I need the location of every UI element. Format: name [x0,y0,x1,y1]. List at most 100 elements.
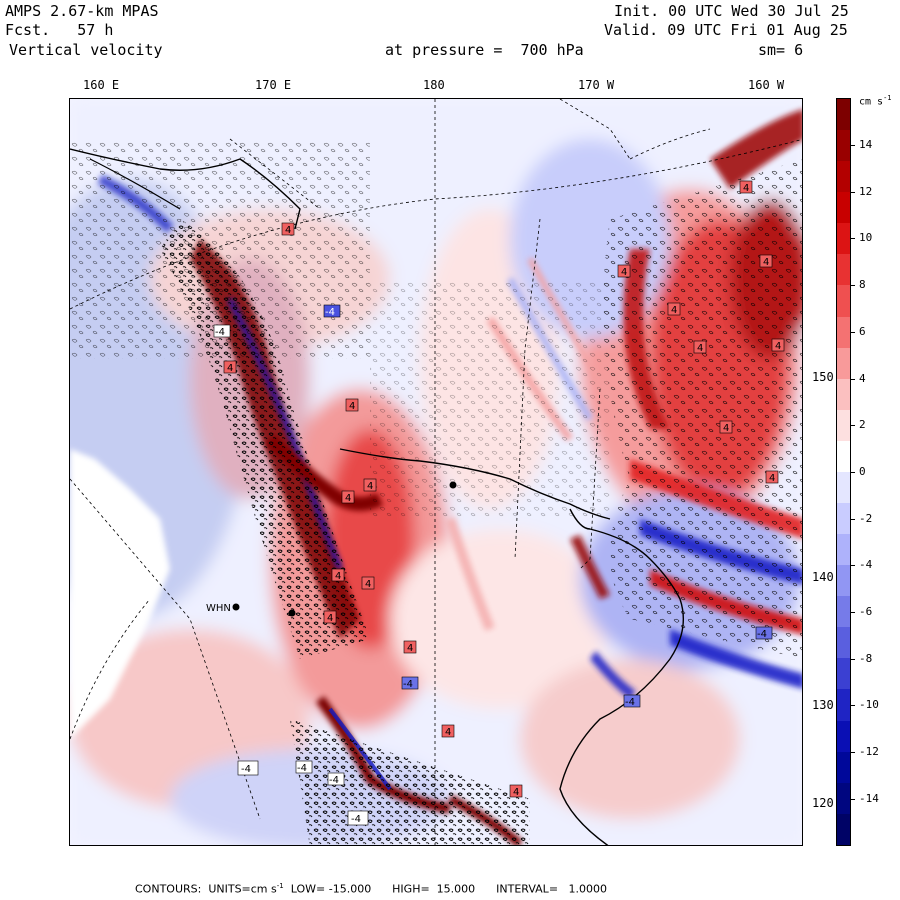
smoothing-value: sm= 6 [758,41,804,59]
colorbar-tick [850,565,855,567]
colorbar-segment [837,99,850,131]
contour-label-neg: -4 [295,760,313,774]
svg-text:4: 4 [227,363,233,374]
colorbar-segment [837,316,850,348]
colorbar-label: 12 [859,184,873,198]
colorbar-segment [837,534,850,566]
colorbar-segment [837,689,850,721]
colorbar [836,98,851,846]
contour-label-pos: 4 [363,478,377,492]
vertical-velocity-map: WHN 4 4 4 4 4 4 4 4 4 4 4 4 4 4 4 4 4 4 … [69,98,803,846]
svg-text:4: 4 [671,305,677,316]
colorbar-segment [837,596,850,628]
svg-text:4: 4 [621,267,627,278]
no-data-region [70,449,170,739]
colorbar-label: -4 [859,558,873,572]
svg-text:4: 4 [769,473,775,484]
colorbar-label: -8 [859,651,873,665]
colorbar-segment [837,192,850,224]
contour-label-neg: -4 [323,304,341,318]
colorbar-label: -6 [859,605,873,618]
contour-label-pos: 4 [345,398,359,412]
contour-label-pos: 4 [331,568,345,582]
colorbar-segment [837,161,850,193]
contour-label-neg: -4 [327,772,345,786]
forecast-value: 57 h [77,21,114,39]
colorbar-segment [837,254,850,286]
contour-label-neg: -4 [213,324,231,338]
colorbar-tick [850,518,855,520]
colorbar-tick [850,285,855,287]
pressure-level: at pressure = 700 hPa [385,41,584,59]
colorbar-segment [837,720,850,752]
svg-text:4: 4 [697,343,703,354]
contour-label-pos: 4 [403,640,417,654]
forecast-hour: Fcst. 57 h [5,22,113,39]
lon-tick-180: 180 [423,78,445,92]
svg-text:4: 4 [285,225,291,236]
contour-label-pos: 4 [341,490,355,504]
svg-text:-4: -4 [297,763,307,774]
lon-tick-160w: 160 W [748,78,785,92]
contour-label-pos: 4 [323,610,337,624]
svg-text:-4: -4 [757,629,767,640]
colorbar-tick [850,798,855,800]
contour-label-pos: 4 [739,180,753,194]
svg-text:4: 4 [513,787,519,798]
contour-label-neg: -4 [347,810,369,826]
svg-text:-4: -4 [325,307,335,318]
svg-text:4: 4 [345,493,351,504]
svg-text:4: 4 [335,571,341,582]
colorbar-label: 8 [859,278,866,292]
svg-text:4: 4 [763,257,769,268]
colorbar-segment [837,471,850,504]
colorbar-tick [850,612,855,613]
contour-label-pos: 4 [361,576,375,590]
svg-text:-4: -4 [215,327,225,338]
colorbar-segment [837,813,850,845]
colorbar-tick [850,191,855,193]
colorbar-tick [850,238,855,240]
colorbar-segment [837,782,850,814]
contour-label-pos: 4 [441,724,455,738]
contour-label-pos: 4 [765,470,779,484]
contour-label-neg: -4 [401,676,419,690]
svg-text:4: 4 [743,183,749,194]
valid-time: Valid. 09 UTC Fri 01 Aug 25 [604,21,848,39]
svg-text:4: 4 [365,579,371,590]
colorbar-label: 0 [859,464,866,478]
colorbar-segment [837,285,850,317]
colorbar-label: -10 [859,698,879,712]
svg-text:4: 4 [367,481,373,492]
contour-label-pos: 4 [719,420,733,434]
svg-text:4: 4 [775,341,781,352]
init-time: Init. 00 UTC Wed 30 Jul 25 [614,2,849,20]
contour-label-pos: 4 [667,302,681,316]
contour-info: CONTOURS: UNITS=cm s-1 LOW= -15.000 HIGH… [135,882,608,896]
contour-label-pos: 4 [509,784,523,798]
colorbar-tick [850,378,855,380]
contour-label-pos: 4 [693,340,707,354]
lon-tick-170w: 170 W [578,78,615,92]
colorbar-tick [850,658,855,660]
svg-text:4: 4 [407,643,413,654]
colorbar-tick [850,705,855,707]
contour-labels: 4 4 4 4 4 4 4 4 4 4 4 4 4 4 4 4 4 4 4 -4… [213,180,785,826]
coastlines [70,148,685,845]
colorbar-label: -12 [859,745,879,759]
colorbar-tick [850,425,855,427]
svg-text:4: 4 [445,727,451,738]
svg-text:4: 4 [327,613,333,624]
svg-text:4: 4 [349,401,355,412]
colorbar-label: 2 [859,418,866,432]
colorbar-segment [837,565,850,597]
contour-label-neg: -4 [755,626,773,640]
colorbar-tick [850,145,855,146]
svg-text:-4: -4 [625,697,635,708]
colorbar-segment [837,347,850,379]
colorbar-label: 6 [859,324,866,338]
forecast-label: Fcst. [5,21,51,39]
lon-tick-160e: 160 E [83,78,120,92]
contour-label-neg: -4 [237,760,259,776]
colorbar-tick [850,471,855,473]
